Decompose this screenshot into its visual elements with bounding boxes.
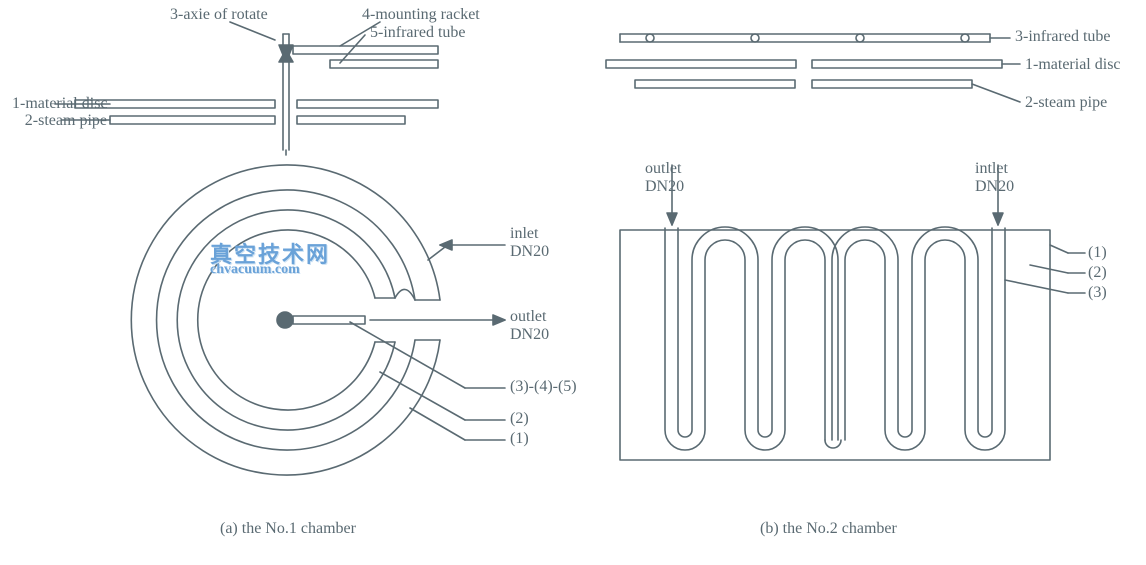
label-a-steam: 2-steam pipe bbox=[22, 112, 107, 130]
serpentine-left bbox=[665, 227, 841, 450]
label-b-steam: 2-steam pipe bbox=[1025, 94, 1107, 112]
label-a-center: (3)-(4)-(5) bbox=[510, 378, 577, 396]
label-a-outlet-1: outlet bbox=[510, 308, 546, 326]
label-a-outlet-2: DN20 bbox=[510, 326, 549, 344]
serpentine-right bbox=[832, 227, 1005, 450]
watermark-line2: chvacuum.com bbox=[210, 262, 300, 278]
label-a-l1: (1) bbox=[510, 430, 529, 448]
label-a-axis: 3-axie of rotate bbox=[170, 6, 268, 24]
label-b-disc: 1-material disc bbox=[1025, 56, 1121, 74]
label-b-outlet-2: DN20 bbox=[645, 178, 684, 196]
label-a-l2: (2) bbox=[510, 410, 529, 428]
label-a-racket: 4-mounting racket bbox=[362, 6, 480, 24]
label-a-inlet-1: inlet bbox=[510, 225, 538, 243]
diagram-canvas bbox=[0, 0, 1146, 565]
caption-b: (b) the No.2 chamber bbox=[760, 520, 897, 538]
label-b-inlet-1: intlet bbox=[975, 160, 1008, 178]
label-b-infrared: 3-infrared tube bbox=[1015, 28, 1111, 46]
panel-b-side-view bbox=[606, 34, 1020, 102]
label-a-inlet-2: DN20 bbox=[510, 243, 549, 261]
panel-b-plan-view bbox=[620, 165, 1085, 460]
label-b-outlet-1: outlet bbox=[645, 160, 681, 178]
caption-a: (a) the No.1 chamber bbox=[220, 520, 356, 538]
label-b-l2: (2) bbox=[1088, 264, 1107, 282]
label-a-infrared: 5-infrared tube bbox=[370, 24, 466, 42]
label-b-l3: (3) bbox=[1088, 284, 1107, 302]
panel-a-plan-view bbox=[131, 165, 505, 475]
label-a-disc: 1-material disc bbox=[12, 95, 107, 113]
label-b-inlet-2: DN20 bbox=[975, 178, 1014, 196]
label-b-l1: (1) bbox=[1088, 244, 1107, 262]
